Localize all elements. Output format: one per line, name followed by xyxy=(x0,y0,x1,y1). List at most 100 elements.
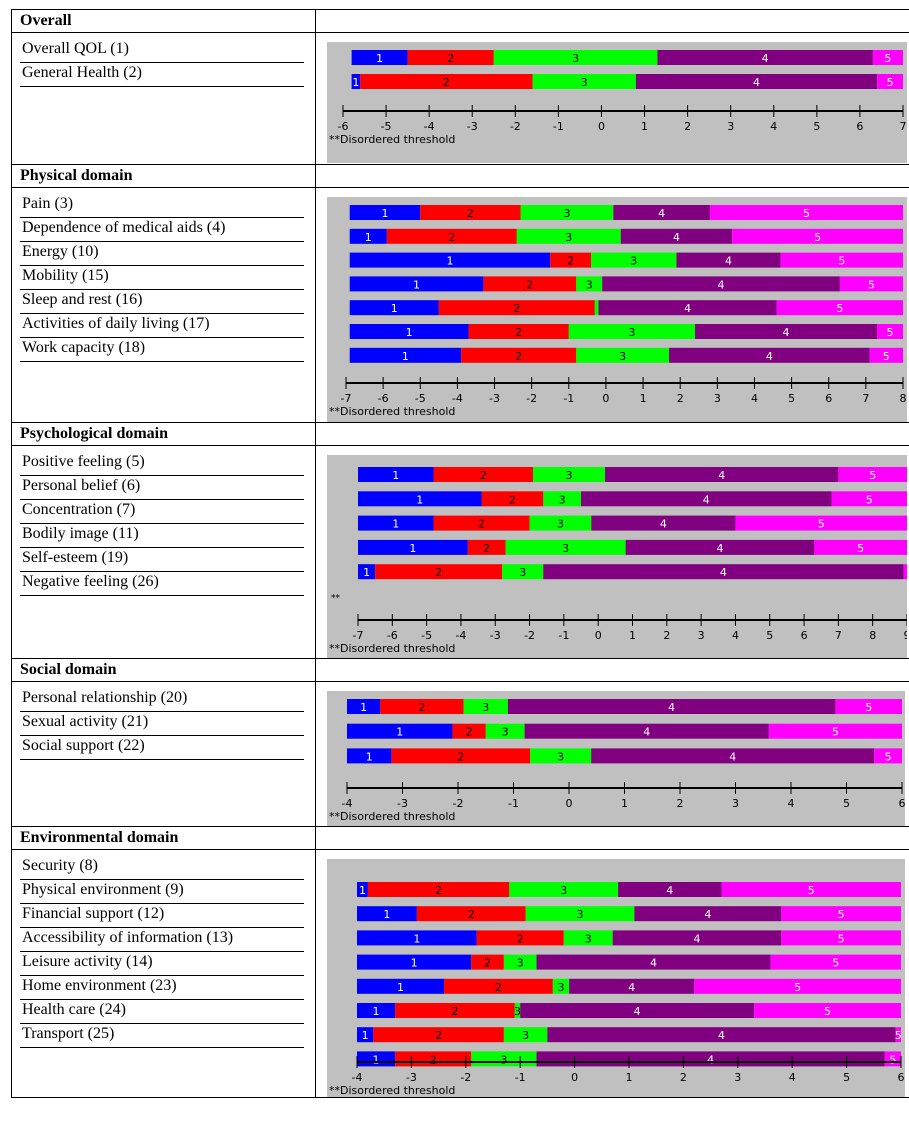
category-label: 1 xyxy=(366,750,373,763)
section-header: Psychological domain xyxy=(12,423,909,446)
item-label: Concentration (7) xyxy=(20,500,304,524)
category-label: 5 xyxy=(838,908,845,921)
category-label: 5 xyxy=(887,326,894,339)
x-tick-label: 7 xyxy=(862,392,869,405)
item-label: Home environment (23) xyxy=(20,976,304,1000)
chart-cell: 1 2 3 4 5 1 2 3 4 5 -6 -5 -4 -3 -2 -1 0 1 2 3 4 5 6 7 **Disorder… xyxy=(316,33,909,164)
category-label: 5 xyxy=(895,1029,902,1042)
x-tick-label: 3 xyxy=(732,797,739,810)
category-label: 4 xyxy=(628,981,635,994)
item-label: Physical environment (9) xyxy=(20,880,304,904)
category-segment-2 xyxy=(386,228,517,244)
section-header: Environmental domain xyxy=(12,827,909,850)
category-label: 5 xyxy=(838,932,845,945)
category-label: 1 xyxy=(363,566,370,579)
x-tick-label: -1 xyxy=(558,629,569,642)
x-tick-label: 3 xyxy=(727,120,734,133)
category-label: 3 xyxy=(522,1029,529,1042)
x-tick-label: -6 xyxy=(338,120,349,133)
category-segment-3 xyxy=(568,324,696,339)
category-segment-5 xyxy=(768,723,902,739)
category-label: 4 xyxy=(666,884,673,897)
category-label: 1 xyxy=(409,542,416,555)
category-segment-5 xyxy=(838,467,907,482)
category-label: 3 xyxy=(566,469,573,482)
category-segment-2 xyxy=(416,906,526,922)
category-segment-3 xyxy=(552,978,570,994)
x-tick-label: 3 xyxy=(714,392,721,405)
category-segment-1 xyxy=(357,882,368,897)
section-title: Environmental domain xyxy=(12,827,316,849)
category-label: 4 xyxy=(783,326,790,339)
category-label: 2 xyxy=(430,1053,437,1066)
category-label: 1 xyxy=(359,884,366,897)
threshold-map-chart: 1 2 3 4 5 1 2 3 4 5 -6 -5 -4 -3 -2 -1 0 1 2 3 4 5 6 7 **Disorder… xyxy=(327,42,907,163)
category-segment-1 xyxy=(347,699,381,714)
item-label: Personal belief (6) xyxy=(20,476,304,500)
category-segment-3 xyxy=(493,50,658,65)
category-label: 4 xyxy=(753,76,760,89)
threshold-bar: 1 2 3 4 5 xyxy=(357,954,901,970)
threshold-bar: 1 2 3 4 5 xyxy=(349,228,903,244)
category-label: 2 xyxy=(435,566,442,579)
category-segment-5 xyxy=(872,50,903,65)
category-label: 4 xyxy=(703,493,710,506)
category-label: 2 xyxy=(443,76,450,89)
section-header: Physical domain xyxy=(12,165,909,188)
x-tick-label: 0 xyxy=(595,629,602,642)
category-segment-3 xyxy=(529,515,592,531)
category-segment-2 xyxy=(367,882,510,897)
category-label: 3 xyxy=(557,518,564,531)
category-segment-2 xyxy=(373,1027,504,1043)
category-segment-3 xyxy=(520,205,614,220)
category-label: 4 xyxy=(766,350,773,363)
category-segment-3 xyxy=(505,539,626,555)
category-segment-1 xyxy=(358,515,434,531)
x-tick-label: 5 xyxy=(813,120,820,133)
category-label: 5 xyxy=(814,231,821,244)
category-label: 1 xyxy=(381,207,388,220)
category-segment-5 xyxy=(814,539,907,555)
section-header: Social domain xyxy=(12,659,909,682)
x-tick-label: -2 xyxy=(526,392,537,405)
category-label: 2 xyxy=(457,750,464,763)
category-label: 3 xyxy=(482,701,489,714)
x-tick-label: 4 xyxy=(732,629,739,642)
category-segment-2 xyxy=(481,491,544,507)
category-label: 2 xyxy=(515,326,522,339)
category-segment-2 xyxy=(395,1003,515,1018)
category-label: 2 xyxy=(447,52,454,65)
category-segment-2 xyxy=(433,467,533,482)
x-tick-label: 8 xyxy=(900,392,907,405)
category-segment-4 xyxy=(598,300,777,316)
chart-cell: 1 2 3 4 5 1 2 3 4 5 1 2 3 4 5 1 2 3 4 5 1 2 4 5 1 2 3 4 5 1 2 3 4 5 -7 -6 -5… xyxy=(316,188,909,422)
category-label: 5 xyxy=(883,350,890,363)
category-label: 5 xyxy=(869,469,876,482)
item-label: Transport (25) xyxy=(20,1024,304,1048)
category-label: 1 xyxy=(352,76,359,89)
category-label: 5 xyxy=(832,957,839,970)
category-label: 5 xyxy=(857,542,864,555)
category-label: 3 xyxy=(500,1053,507,1066)
category-label: 4 xyxy=(668,701,675,714)
x-tick-label: 4 xyxy=(751,392,758,405)
category-label: 5 xyxy=(808,884,815,897)
x-tick-label: 5 xyxy=(766,629,773,642)
section-body: Personal relationship (20) Sexual activit… xyxy=(12,682,909,827)
x-tick-label: 6 xyxy=(801,629,808,642)
category-label: 5 xyxy=(832,726,839,739)
category-label: 1 xyxy=(416,493,423,506)
category-label: 3 xyxy=(619,350,626,363)
x-tick-label: 6 xyxy=(825,392,832,405)
x-tick-label: -1 xyxy=(563,392,574,405)
category-segment-1 xyxy=(357,954,472,970)
x-tick-label: 0 xyxy=(598,120,605,133)
category-label: 3 xyxy=(517,957,524,970)
threshold-bar: 1 2 3 4 5 xyxy=(349,252,903,268)
section-header-blank xyxy=(316,165,909,187)
category-label: 4 xyxy=(643,726,650,739)
category-segment-3 xyxy=(463,699,508,714)
category-label: 5 xyxy=(818,518,825,531)
section-header-blank xyxy=(316,659,909,681)
